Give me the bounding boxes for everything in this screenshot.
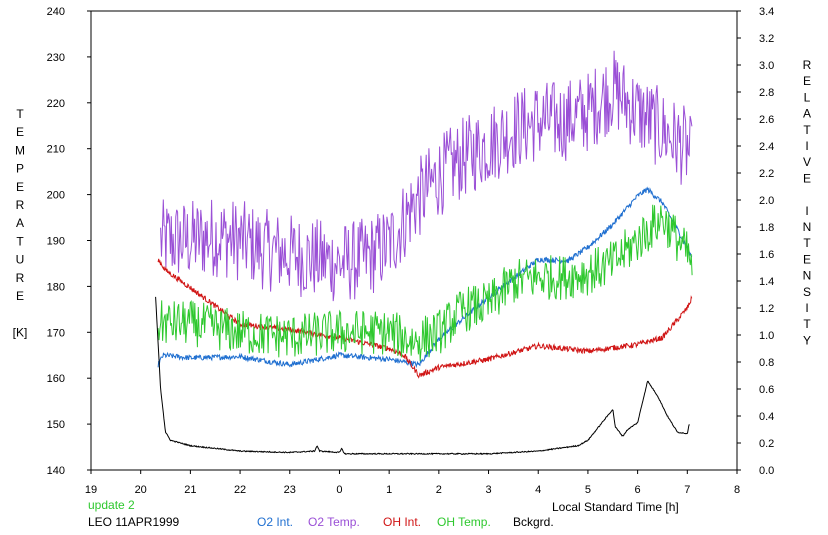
y-left-axis-label-letter: E [16,125,24,139]
y-right-tick-label: 2.6 [759,114,774,126]
y-right-axis-label-letter: V [803,155,811,169]
y-right-axis-label-letter: E [803,171,811,185]
y-left-tick-label: 170 [47,327,65,339]
y-left-axis-label-letter: R [16,198,25,212]
x-tick-label: 1 [386,484,392,496]
y-right-axis-label-letter: E [803,252,811,266]
y-left-axis-label-letter: M [15,143,25,157]
y-left-axis-label-letter: T [16,234,24,248]
y-right-axis-label-letter: I [805,204,808,218]
y-left-tick-label: 200 [47,190,65,202]
y-left-tick-label: 230 [47,52,65,64]
y-right-axis-label-letter: N [803,220,812,234]
y-right-tick-label: 0.2 [759,438,774,450]
x-tick-label: 23 [284,484,296,496]
y-right-tick-label: 3.4 [759,6,774,18]
y-right-tick-label: 2.2 [759,168,774,180]
y-right-axis-label-letter: S [803,285,811,299]
x-tick-label: 19 [85,484,97,496]
y-left-tick-label: 140 [47,465,65,477]
y-right-tick-label: 1.8 [759,222,774,234]
x-tick-label: 2 [436,484,442,496]
x-tick-label: 0 [336,484,342,496]
legend-o2-int: O2 Int. [257,515,294,529]
station-date: LEO 11APR1999 [88,515,180,529]
y-right-tick-label: 2.4 [759,141,774,153]
y-left-axis-label-letter: [K] [13,325,28,339]
y-left-axis-label-letter: A [16,216,24,230]
status-text: update 2 [88,498,135,512]
x-tick-label: 22 [234,484,246,496]
y-right-tick-label: 1.6 [759,249,774,261]
x-tick-label: 20 [135,484,147,496]
legend-bckgrd: Bckgrd. [513,515,554,529]
y-right-tick-label: 0.8 [759,357,774,369]
series-line-o2-int [157,186,693,369]
x-tick-label: 3 [485,484,491,496]
x-tick-label: 21 [184,484,196,496]
x-tick-label: 6 [635,484,641,496]
y-right-axis-label-letter: L [804,90,811,104]
y-right-tick-label: 2.8 [759,87,774,99]
x-tick-label: 8 [734,484,740,496]
y-left-axis-label-letter: R [16,271,25,285]
x-tick-label: 4 [535,484,541,496]
legend-oh-temp: OH Temp. [437,515,491,529]
y-right-tick-label: 0.6 [759,384,774,396]
y-left-tick-label: 160 [47,373,65,385]
y-right-axis-label-letter: Y [803,333,811,347]
series-line-oh-temp [157,204,693,362]
x-axis-label: Local Standard Time [h] [552,500,679,514]
y-right-tick-label: 0.4 [759,411,774,423]
y-left-tick-label: 220 [47,98,65,110]
y-left-tick-label: 190 [47,236,65,248]
y-right-tick-label: 0.0 [759,465,774,477]
y-right-axis-label-letter: N [803,269,812,283]
y-right-axis-label-letter: T [803,236,811,250]
y-right-axis-label-letter: I [805,139,808,153]
y-left-axis-label-letter: E [16,289,24,303]
y-right-axis-label-letter: T [803,317,811,331]
y-right-axis-label-letter: A [803,107,811,121]
y-right-axis-label-letter: I [805,301,808,315]
y-left-axis-label-letter: T [16,107,24,121]
y-right-axis-label-letter: E [803,74,811,88]
x-tick-label: 7 [684,484,690,496]
y-right-tick-label: 1.0 [759,330,774,342]
y-right-tick-label: 2.0 [759,195,774,207]
axes-layer: 19 20 21 22 23 0 1 2 3 4 5 6 7 8140150160170180190200… [13,6,812,496]
y-right-tick-label: 3.0 [759,60,774,72]
legend-oh-int: OH Int. [383,515,422,529]
y-right-tick-label: 1.4 [759,276,774,288]
series-line-o2-temp [160,50,693,302]
y-left-tick-label: 180 [47,281,65,293]
series-line-bckgrd [155,296,690,456]
y-right-tick-label: 3.2 [759,33,774,45]
y-left-axis-label-letter: U [16,253,25,267]
legend-o2-temp: O2 Temp. [308,515,360,529]
x-tick-label: 5 [585,484,591,496]
y-right-tick-label: 1.2 [759,303,774,315]
y-left-tick-label: 150 [47,419,65,431]
y-left-axis-label-letter: P [16,162,24,176]
y-left-tick-label: 210 [47,144,65,156]
y-right-axis-label-letter: T [803,123,811,137]
y-right-axis-label-letter: R [803,58,812,72]
series-layer [155,50,693,456]
y-left-axis-label-letter: E [16,180,24,194]
y-left-tick-label: 240 [47,6,65,18]
